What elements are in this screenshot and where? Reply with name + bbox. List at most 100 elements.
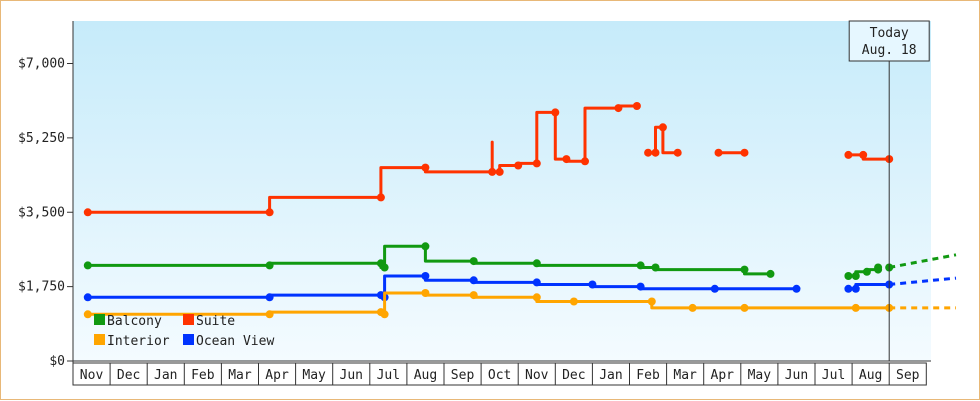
data-point[interactable] <box>740 265 749 274</box>
legend-item-suite[interactable]: Suite <box>183 314 235 329</box>
x-tick-label: Sep <box>896 368 920 383</box>
data-point[interactable] <box>581 157 589 166</box>
data-point[interactable] <box>421 242 430 251</box>
plot-background <box>73 21 931 361</box>
data-point[interactable] <box>644 148 653 157</box>
data-point[interactable] <box>495 167 504 176</box>
data-point[interactable] <box>265 208 274 217</box>
data-point[interactable] <box>874 263 883 272</box>
x-tick-label: Oct <box>488 368 511 383</box>
x-tick-label: Dec <box>117 368 140 383</box>
data-point[interactable] <box>614 104 623 113</box>
legend: Balcony Suite Interior Ocean View <box>94 314 274 349</box>
series-balcony <box>83 242 957 280</box>
x-tick-label: Nov <box>80 368 104 383</box>
y-tick-label: $5,250 <box>18 131 65 146</box>
x-tick-label: Aug <box>859 368 882 383</box>
legend-item-interior[interactable]: Interior <box>94 334 170 349</box>
data-point[interactable] <box>421 272 430 280</box>
legend-swatch <box>94 314 105 325</box>
data-point[interactable] <box>532 293 541 302</box>
data-point[interactable] <box>710 284 719 293</box>
data-point[interactable] <box>688 303 697 312</box>
today-label: Today <box>870 26 909 41</box>
legend-item-balcony[interactable]: Balcony <box>94 314 162 329</box>
data-point[interactable] <box>514 161 523 170</box>
data-point[interactable] <box>792 284 801 293</box>
data-point[interactable] <box>740 303 749 312</box>
data-point[interactable] <box>859 150 868 159</box>
legend-swatch <box>94 334 105 345</box>
data-point[interactable] <box>651 263 660 272</box>
data-point[interactable] <box>83 293 92 302</box>
data-point[interactable] <box>588 280 597 289</box>
x-tick-label: Jan <box>154 368 177 383</box>
data-point[interactable] <box>851 284 860 293</box>
data-point[interactable] <box>851 303 860 312</box>
data-point[interactable] <box>844 284 853 293</box>
series-forecast-line <box>889 276 957 286</box>
x-axis: Nov Dec Jan Feb Mar Apr May Jun Jul Aug Sep Oct Nov D… <box>72 360 931 386</box>
legend-label: Ocean View <box>196 334 274 349</box>
data-point[interactable] <box>673 148 682 157</box>
y-tick-label: $3,500 <box>18 205 65 220</box>
data-point[interactable] <box>569 297 578 306</box>
data-point[interactable] <box>636 261 645 270</box>
x-tick-label: Feb <box>636 368 660 383</box>
data-point[interactable] <box>562 155 571 164</box>
data-point[interactable] <box>766 269 775 278</box>
data-point[interactable] <box>844 150 853 159</box>
data-point[interactable] <box>551 108 560 117</box>
data-point[interactable] <box>658 123 667 132</box>
series-interior <box>83 289 956 319</box>
y-tick-label: $1,750 <box>18 280 65 295</box>
data-point[interactable] <box>469 276 478 285</box>
data-point[interactable] <box>380 263 389 272</box>
today-box <box>848 20 930 62</box>
data-point[interactable] <box>265 261 274 270</box>
data-point[interactable] <box>532 278 541 287</box>
data-point[interactable] <box>83 208 92 217</box>
today-date: Aug. 18 <box>862 43 917 58</box>
series-layer <box>83 102 957 319</box>
data-point[interactable] <box>469 291 478 300</box>
legend-swatch <box>183 334 194 345</box>
y-tick-label: $7,000 <box>18 57 65 72</box>
data-point[interactable] <box>421 289 430 297</box>
data-point[interactable] <box>265 293 274 302</box>
data-point[interactable] <box>265 310 274 319</box>
legend-label: Suite <box>196 314 235 329</box>
data-point[interactable] <box>83 261 92 270</box>
legend-label: Interior <box>107 334 170 349</box>
legend-item-ocean-view[interactable]: Ocean View <box>183 334 274 349</box>
series-suite <box>83 102 894 217</box>
data-point[interactable] <box>532 159 541 168</box>
legend-label: Balcony <box>107 314 162 329</box>
data-point[interactable] <box>844 272 853 280</box>
x-tick-label: May <box>748 368 772 383</box>
x-tick-label: Jun <box>785 368 808 383</box>
data-point[interactable] <box>469 257 478 266</box>
data-point[interactable] <box>651 148 660 157</box>
data-point[interactable] <box>376 193 385 202</box>
x-tick-label: Feb <box>191 368 215 383</box>
data-point[interactable] <box>488 167 497 176</box>
legend-swatch <box>183 314 194 325</box>
data-point[interactable] <box>532 259 541 268</box>
data-point[interactable] <box>632 102 641 110</box>
data-point[interactable] <box>647 297 656 306</box>
data-point[interactable] <box>636 282 645 291</box>
data-point[interactable] <box>380 310 389 319</box>
data-point[interactable] <box>83 310 92 319</box>
x-tick-label: Dec <box>562 368 585 383</box>
x-tick-label: Jun <box>340 368 363 383</box>
data-point[interactable] <box>714 148 723 157</box>
x-tick-label: Mar <box>673 368 697 383</box>
data-point[interactable] <box>740 148 749 157</box>
data-point[interactable] <box>421 163 430 172</box>
data-point[interactable] <box>851 272 860 280</box>
x-tick-label: Jul <box>822 368 845 383</box>
data-point[interactable] <box>862 267 871 276</box>
